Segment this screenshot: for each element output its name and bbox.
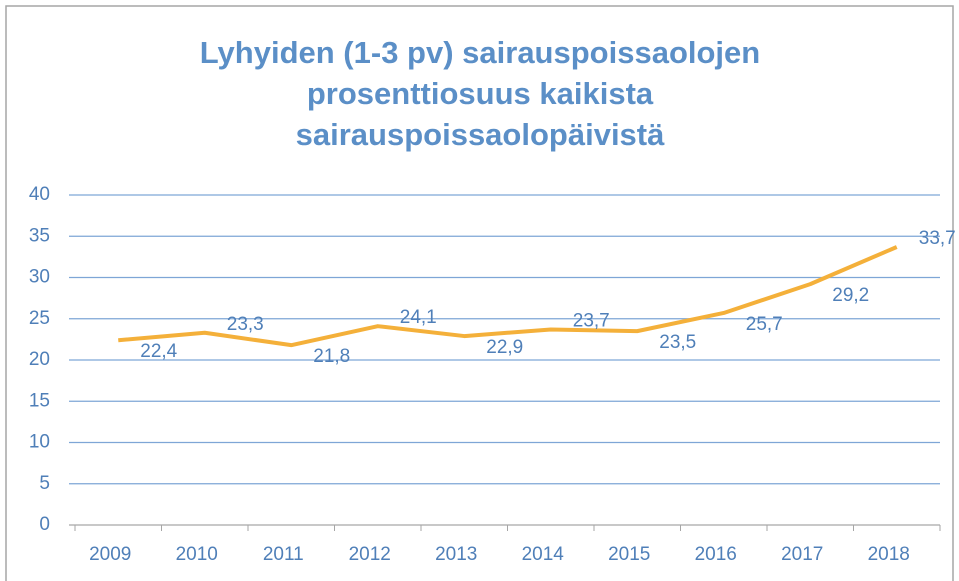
x-tick-label: 2016 [695, 544, 737, 565]
y-tick-label: 35 [29, 225, 50, 246]
data-label: 29,2 [832, 285, 869, 306]
x-tick-label: 2013 [435, 544, 477, 565]
data-label: 22,4 [140, 341, 177, 362]
y-tick-label: 10 [29, 432, 50, 453]
y-tick-label: 20 [29, 349, 50, 370]
data-label: 23,5 [659, 332, 696, 353]
x-tick-label: 2018 [868, 544, 910, 565]
y-tick-label: 0 [39, 514, 50, 535]
data-label: 24,1 [400, 307, 437, 328]
y-tick-label: 40 [29, 184, 50, 205]
data-label: 33,7 [919, 228, 956, 249]
x-tick-label: 2017 [781, 544, 823, 565]
data-label: 23,3 [227, 314, 264, 335]
x-tick-label: 2012 [349, 544, 391, 565]
x-tick-label: 2015 [608, 544, 650, 565]
x-tick-label: 2014 [522, 544, 565, 565]
chart-frame [5, 5, 954, 581]
y-tick-label: 5 [39, 473, 50, 494]
x-tick-label: 2010 [176, 544, 218, 565]
y-tick-label: 15 [29, 390, 50, 411]
data-label: 22,9 [486, 337, 523, 358]
y-tick-label: 30 [29, 267, 50, 288]
x-tick-label: 2011 [263, 544, 304, 565]
data-label: 23,7 [573, 310, 610, 331]
line [118, 245, 898, 348]
chart-title: Lyhyiden (1-3 pv) sairauspoissaolojen pr… [199, 35, 761, 152]
data-label: 25,7 [746, 314, 783, 335]
x-tick-label: 2009 [89, 544, 131, 565]
data-label: 21,8 [313, 346, 350, 367]
y-tick-label: 25 [29, 308, 50, 329]
